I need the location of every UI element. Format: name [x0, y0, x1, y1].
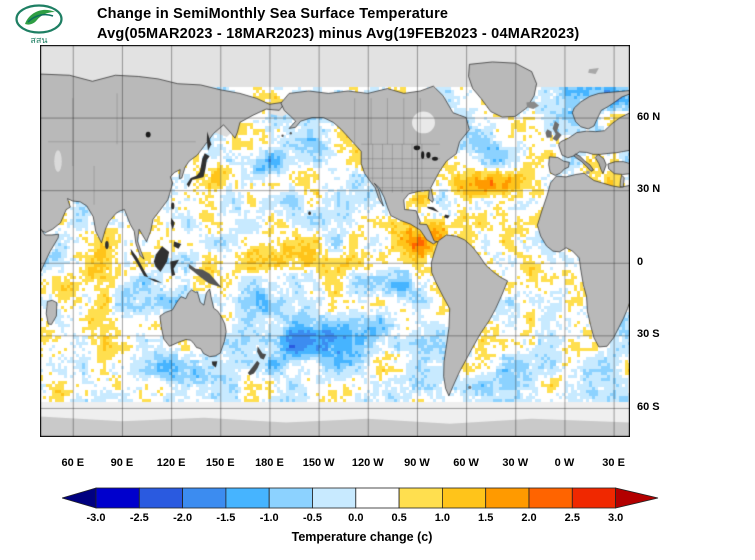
org-logo: สสน — [15, 4, 63, 45]
lon-tick-label: 30 W — [502, 457, 529, 469]
lon-tick-label: 0 W — [554, 457, 575, 469]
lon-tick-label: 120 E — [156, 457, 186, 469]
logo-ring — [15, 4, 63, 34]
lon-tick-label: 30 E — [602, 457, 625, 469]
lon-tick-label: 150 E — [205, 457, 235, 469]
colorbar-tick-label: -1.5 — [216, 512, 236, 524]
logo-text: สสน — [30, 35, 47, 45]
colorbar-tick-label: -1.0 — [259, 512, 279, 524]
colorbar-tick-label: 3.0 — [607, 512, 624, 524]
colorbar-ticks: -3.0 -2.5 -2.0 -1.5 -1.0 -0.5 0.0 0.5 1.0 1.5 2.0 2… — [62, 487, 662, 557]
colorbar-tick-label: 0.0 — [348, 512, 364, 524]
colorbar-tick-label: 1.0 — [434, 512, 451, 524]
lat-tick-label: 60 N — [637, 110, 661, 123]
colorbar-tick-label: -3.0 — [86, 512, 106, 524]
figure-subtitle: Avg(05MAR2023 - 18MAR2023) minus Avg(19F… — [97, 26, 580, 42]
colorbar-tick-label: 2.0 — [521, 512, 537, 524]
colorbar-tick-label: 1.5 — [478, 512, 494, 524]
lat-tick-label: 30 N — [637, 183, 661, 196]
lon-tick-label: 90 W — [404, 457, 430, 469]
lon-tick-label: 60 W — [453, 457, 479, 469]
world-sst-anomaly-map — [40, 45, 630, 437]
colorbar-tick-label: -2.0 — [173, 512, 193, 524]
colorbar-arrow-right — [615, 487, 659, 509]
lat-tick-label: 60 S — [637, 400, 660, 413]
lon-tick-label: 60 E — [61, 457, 85, 469]
colorbar-tick-label: -0.5 — [303, 512, 322, 524]
lon-tick-label: 180 E — [255, 457, 284, 469]
colorbar-tick-label: 2.5 — [564, 512, 580, 524]
figure-title: Change in SemiMonthly Sea Surface Temper… — [97, 6, 449, 22]
lon-tick-label: 150 W — [302, 457, 335, 469]
colorbar-tick-label: 0.5 — [391, 512, 407, 524]
lat-tick-label: 30 S — [637, 328, 660, 341]
colorbar-swatches — [62, 487, 659, 509]
lat-tick-label: 0 — [637, 255, 644, 268]
lon-tick-label: 120 W — [351, 457, 384, 469]
leaf-icon — [25, 9, 55, 25]
colorbar-tick-label: -2.5 — [129, 512, 149, 524]
lon-tick-label: 90 E — [110, 457, 134, 469]
colorbar-caption: Temperature change (c) — [291, 530, 433, 544]
colorbar-legend: -3.0 -2.5 -2.0 -1.5 -1.0 -0.5 0.0 0.5 1.0 1.5 2.0 2… — [62, 487, 662, 557]
wave-icon — [27, 13, 54, 23]
